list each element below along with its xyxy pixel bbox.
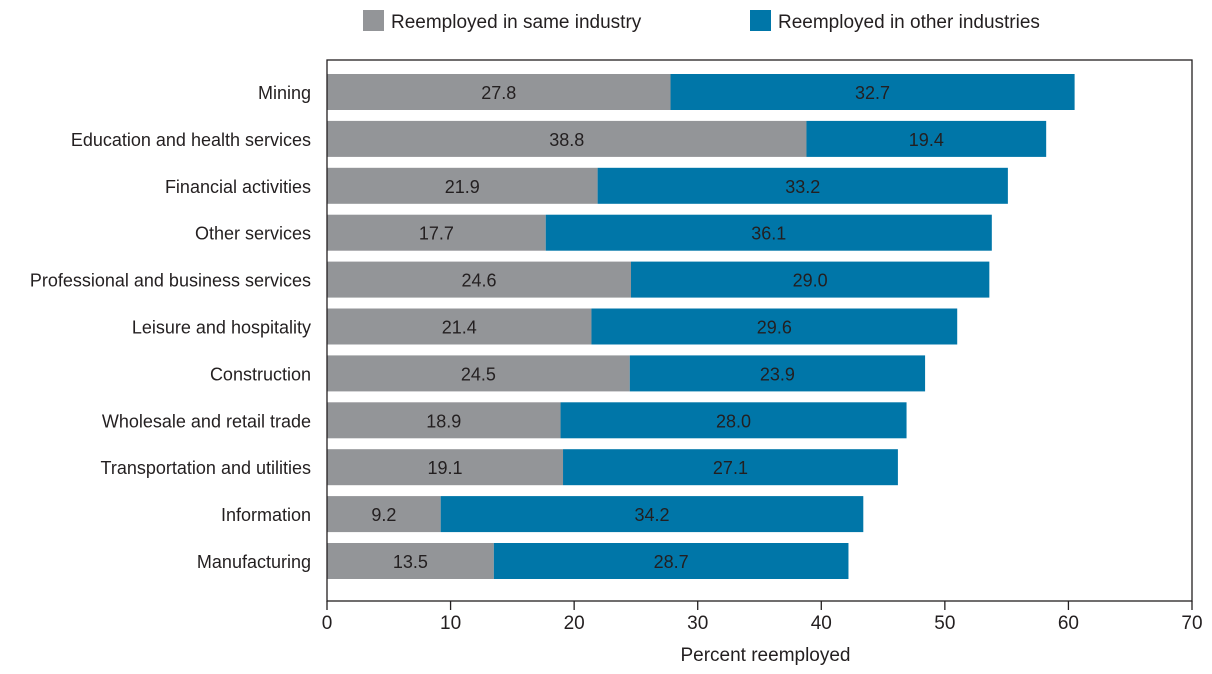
category-label: Financial activities xyxy=(165,177,311,197)
bar-value-label: 29.6 xyxy=(757,318,792,338)
bar-segment-same-industry xyxy=(327,261,631,298)
bar-value-label: 34.2 xyxy=(634,505,669,525)
bar-value-label: 27.8 xyxy=(481,83,516,103)
category-label: Manufacturing xyxy=(197,552,311,572)
y-axis-category-labels: Mining Education and health services Finan… xyxy=(30,83,311,572)
bar-segment-same-industry xyxy=(327,308,592,345)
bar-segment-same-industry xyxy=(327,449,564,486)
category-label: Education and health services xyxy=(71,130,311,150)
category-label: Leisure and hospitality xyxy=(132,318,311,338)
x-tick-label: 60 xyxy=(1058,613,1079,634)
bar-value-label: 17.7 xyxy=(419,224,454,244)
legend: Reemployed in same industry Reemployed in… xyxy=(363,10,1040,33)
bar-value-label: 9.2 xyxy=(371,505,396,525)
bar-value-label: 27.1 xyxy=(713,458,748,478)
bar-value-label: 23.9 xyxy=(760,364,795,384)
bar-segment-other-industries xyxy=(629,355,926,392)
x-tick-label: 70 xyxy=(1181,613,1202,634)
bar-value-label: 18.9 xyxy=(426,411,461,431)
x-tick-label: 40 xyxy=(811,613,832,634)
x-axis: 0 10 20 30 40 50 60 70 Percent reemployed xyxy=(322,601,1203,666)
bar-segment-other-industries xyxy=(591,308,958,345)
bar-segment-same-industry xyxy=(327,402,561,439)
x-tick-label: 10 xyxy=(440,613,461,634)
bar-segment-same-industry xyxy=(327,496,441,533)
x-tick-label: 30 xyxy=(687,613,708,634)
bar-segment-other-industries xyxy=(670,74,1075,110)
bar-segment-same-industry xyxy=(327,74,671,110)
category-label: Professional and business services xyxy=(30,271,311,291)
bar-segment-other-industries xyxy=(493,543,849,579)
bar-segment-other-industries xyxy=(440,496,864,533)
bar-value-label: 21.4 xyxy=(442,318,477,338)
bar-value-label: 28.0 xyxy=(716,411,751,431)
bar-segment-other-industries xyxy=(630,261,990,298)
bar-segment-same-industry xyxy=(327,167,598,204)
legend-label-other-industries: Reemployed in other industries xyxy=(778,12,1040,33)
category-label: Wholesale and retail trade xyxy=(102,411,311,431)
legend-swatch-same-industry xyxy=(363,10,384,31)
x-axis-title: Percent reemployed xyxy=(680,645,850,666)
bar-segment-other-industries xyxy=(560,402,907,439)
bar-value-label: 28.7 xyxy=(654,552,689,572)
category-label: Information xyxy=(221,505,311,525)
bar-value-label: 29.0 xyxy=(793,271,828,291)
bar-area: 27.8 32.7 38.8 19.4 21.9 33.2 17.7 36.1 24.6 29.0… xyxy=(327,74,1075,579)
bar-segment-other-industries xyxy=(597,167,1008,204)
bar-value-label: 38.8 xyxy=(549,130,584,150)
bar-segment-same-industry xyxy=(327,214,546,251)
bar-value-label: 32.7 xyxy=(855,83,890,103)
bar-segment-same-industry xyxy=(327,120,807,157)
x-tick-label: 50 xyxy=(934,613,955,634)
bar-value-label: 36.1 xyxy=(751,224,786,244)
legend-label-same-industry: Reemployed in same industry xyxy=(391,12,642,33)
legend-swatch-other-industries xyxy=(750,10,771,31)
bar-value-label: 19.1 xyxy=(427,458,462,478)
bar-segment-other-industries xyxy=(563,449,898,486)
category-label: Transportation and utilities xyxy=(101,458,311,478)
category-label: Construction xyxy=(210,364,311,384)
bar-segment-other-industries xyxy=(806,120,1047,157)
bar-segment-other-industries xyxy=(545,214,992,251)
plot-border xyxy=(326,59,1193,602)
bar-value-label: 13.5 xyxy=(393,552,428,572)
bar-value-label: 21.9 xyxy=(445,177,480,197)
bar-value-label: 24.6 xyxy=(461,271,496,291)
bar-value-label: 24.5 xyxy=(461,364,496,384)
plot-frame xyxy=(326,59,1193,602)
bar-value-label: 33.2 xyxy=(785,177,820,197)
bar-value-label: 19.4 xyxy=(909,130,944,150)
bar-segment-same-industry xyxy=(327,543,494,579)
x-tick-label: 20 xyxy=(564,613,585,634)
category-label: Mining xyxy=(258,83,311,103)
category-label: Other services xyxy=(195,224,311,244)
x-tick-label: 0 xyxy=(322,613,333,634)
bar-segment-same-industry xyxy=(327,355,630,392)
